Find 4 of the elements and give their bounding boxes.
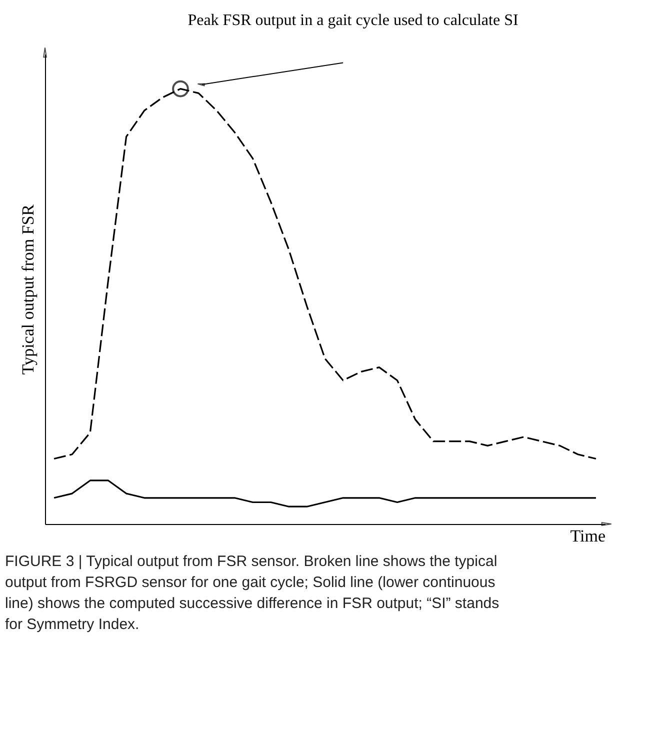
y-axis-title: Typical output from FSR <box>18 204 38 375</box>
text: Peak FSR output in a gait cycle used to calculate SI <box>188 12 518 29</box>
caption: FIGURE 3 | Typical output from FSR sensor. Broken line shows the typical output from FSRGD sensor for one gait cycle; Solid line (lower continuous line) shows the computed successive difference in FSR output; “SI” stands for Symmetry Index. <box>5 553 500 633</box>
x-axis-title: Time <box>570 526 606 546</box>
